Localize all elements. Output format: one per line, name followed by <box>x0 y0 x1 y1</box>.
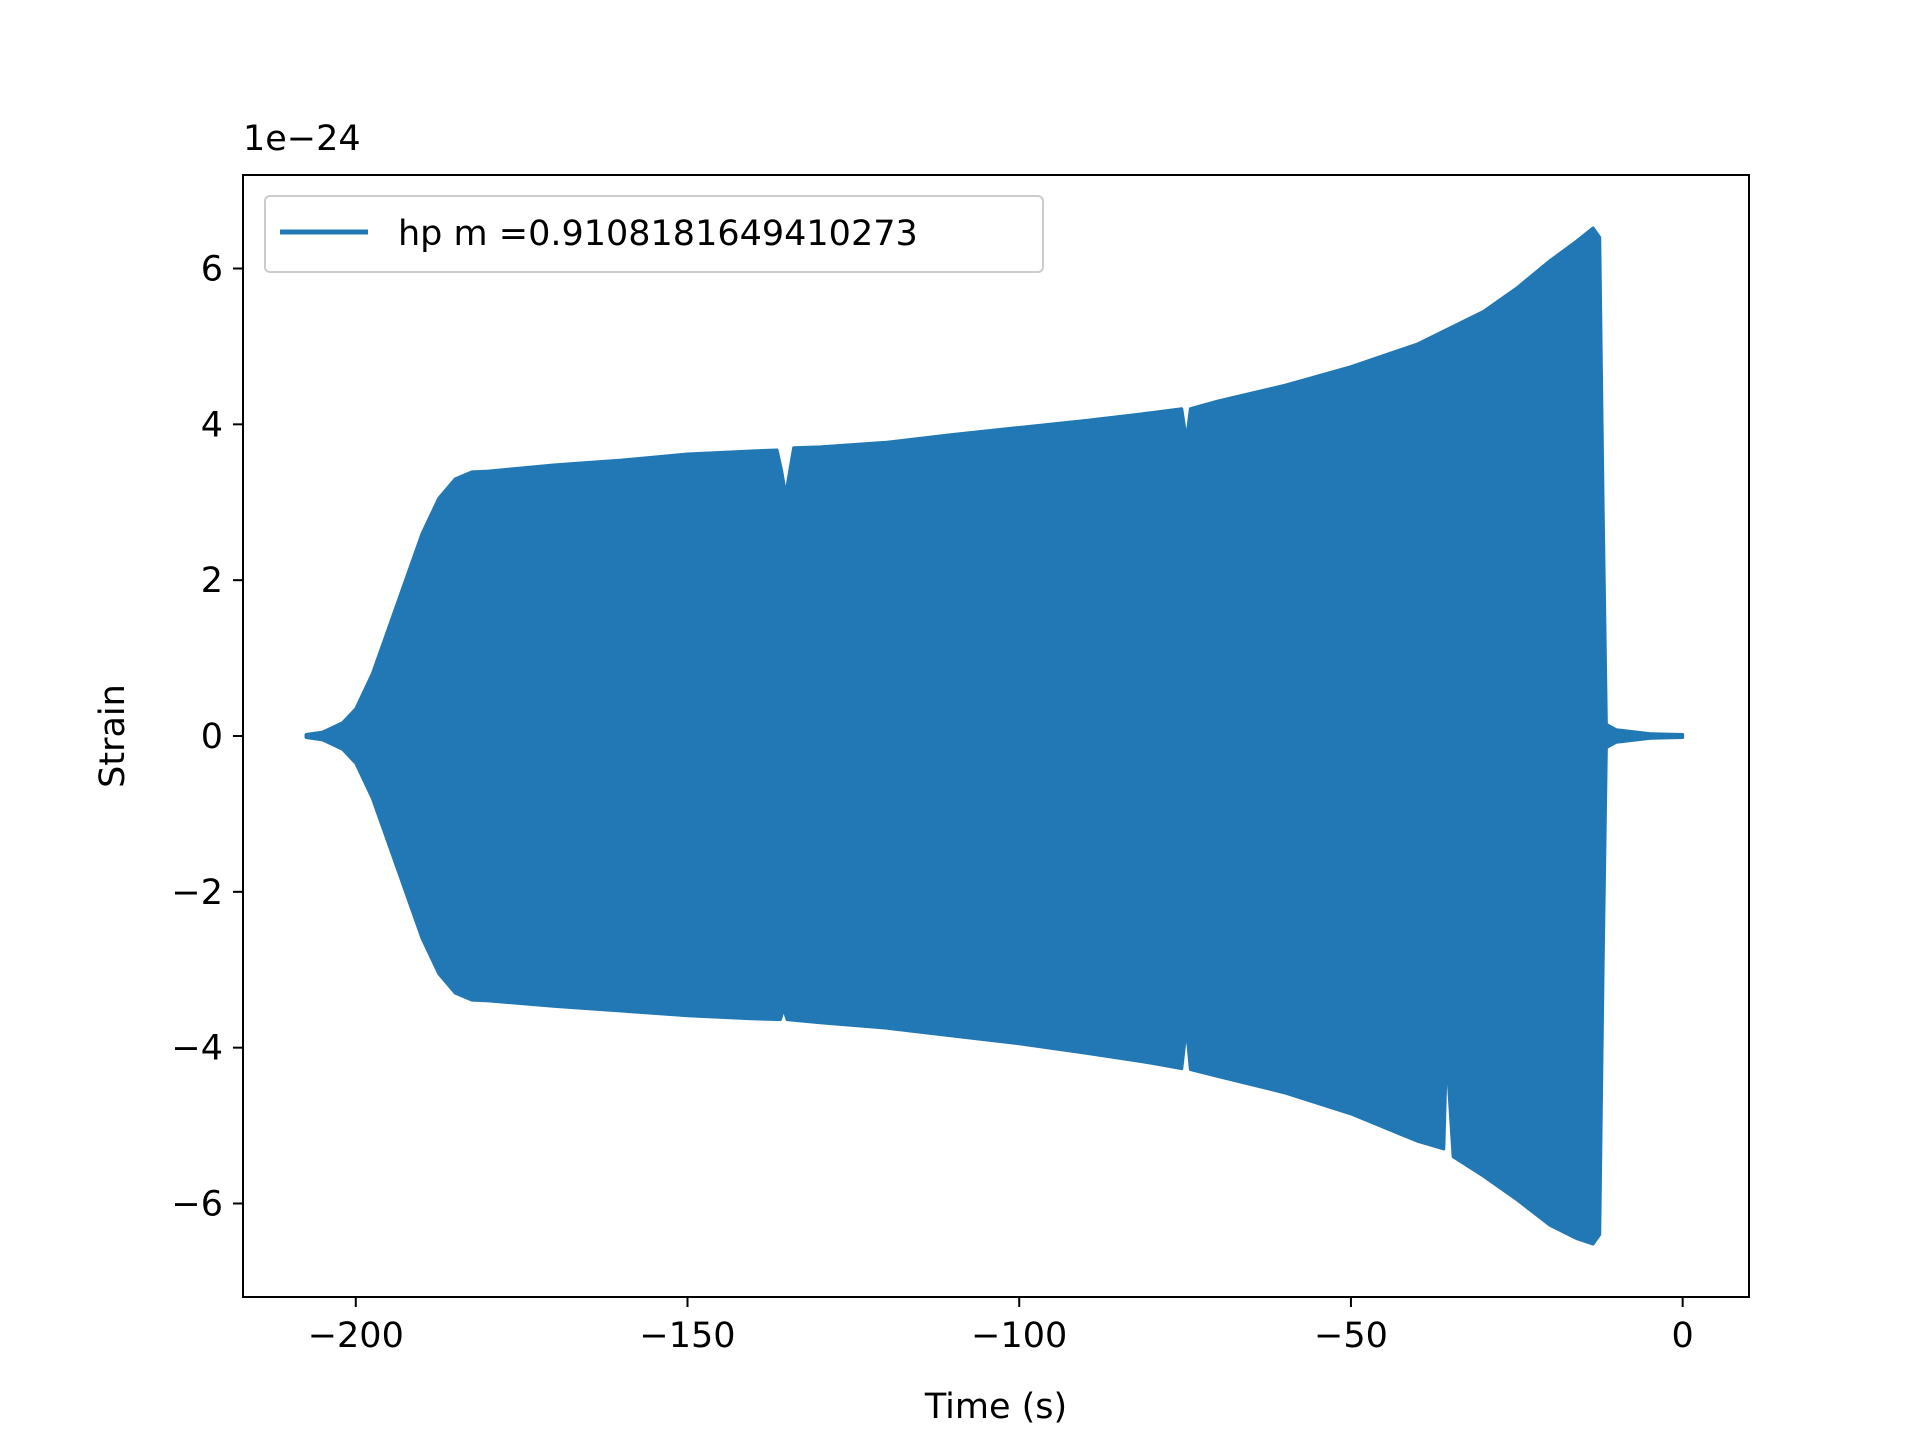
x-axis: −200 −150 −100 −50 0 <box>308 1297 1694 1356</box>
x-tick-label: 0 <box>1672 1316 1694 1356</box>
waveform-series-0 <box>304 226 1685 1246</box>
y-offset-label: 1e−24 <box>243 119 361 159</box>
y-tick-label: 0 <box>201 717 223 757</box>
y-tick-label: −4 <box>171 1029 223 1069</box>
y-axis-title: Strain <box>93 684 133 788</box>
legend-entry-label: hp m =0.9108181649410273 <box>398 214 918 254</box>
y-tick-label: −2 <box>171 873 223 913</box>
y-tick-label: −6 <box>171 1185 223 1225</box>
x-tick-label: −50 <box>1314 1316 1388 1356</box>
x-axis-title: Time (s) <box>924 1387 1067 1427</box>
legend-box <box>264 195 1044 273</box>
x-tick-label: −150 <box>639 1316 735 1356</box>
x-tick-label: −100 <box>971 1316 1067 1356</box>
legend: hp m =0.9108181649410273 <box>264 195 1044 273</box>
y-tick-label: 6 <box>201 250 223 290</box>
axes-frame <box>242 174 1750 1298</box>
y-tick-label: 4 <box>201 405 223 445</box>
y-axis: −6 −4 −2 0 2 4 6 <box>171 250 243 1225</box>
plot-area <box>304 226 1685 1246</box>
y-tick-label: 2 <box>201 561 223 601</box>
x-tick-label: −200 <box>308 1316 404 1356</box>
